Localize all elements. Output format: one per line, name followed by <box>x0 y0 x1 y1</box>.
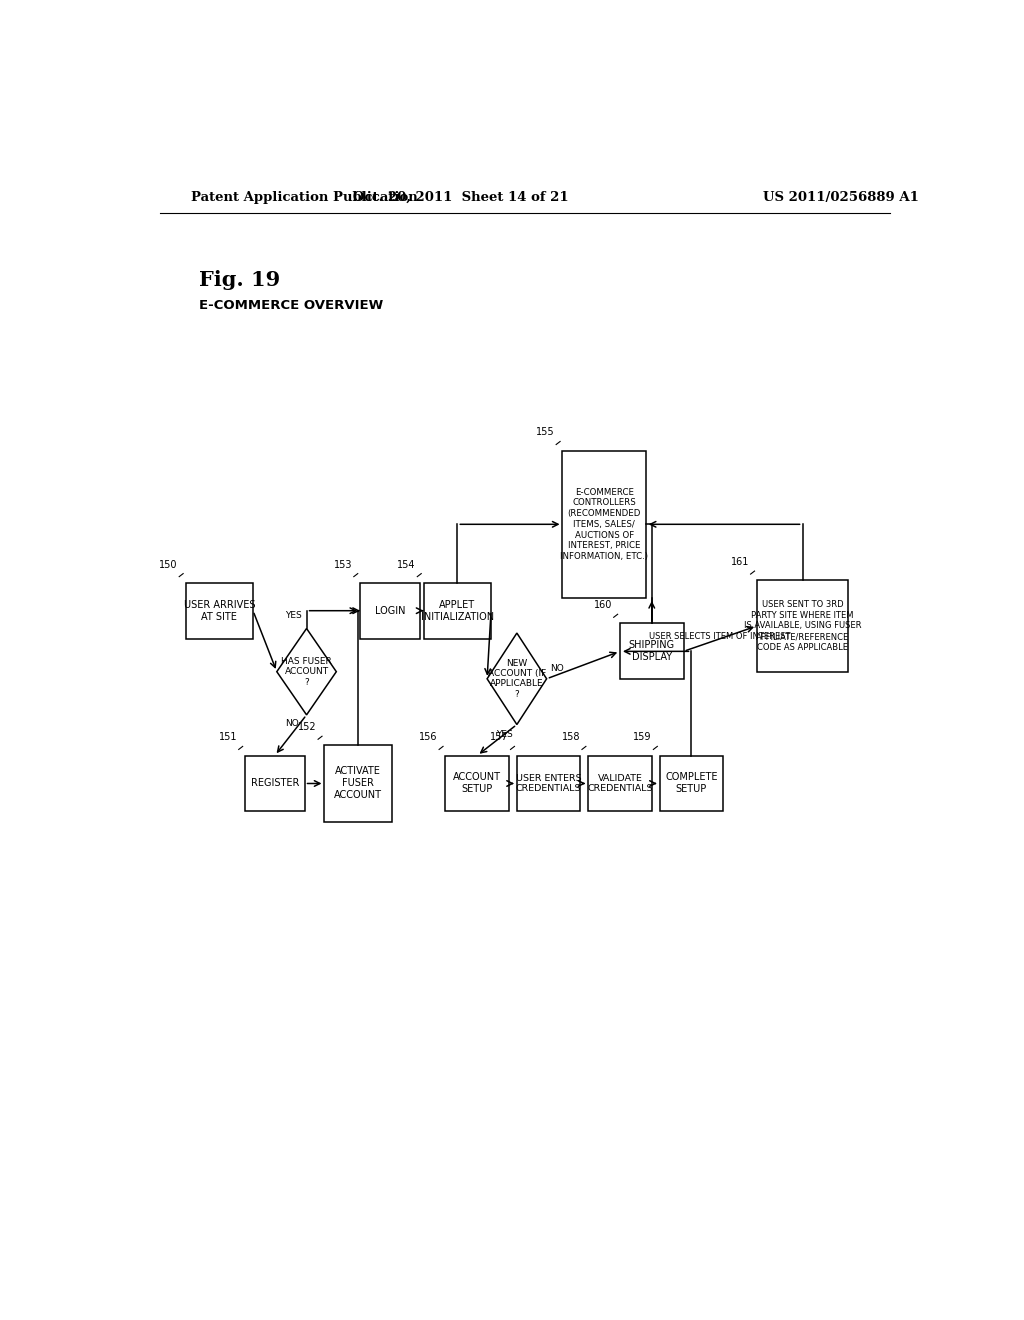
Text: 151: 151 <box>218 733 238 742</box>
Bar <box>620 623 683 680</box>
Bar <box>325 746 392 821</box>
Text: USER SENT TO 3RD
PARTY SITE WHERE ITEM
IS AVAILABLE, USING FUSER
AFFILIATE/REFER: USER SENT TO 3RD PARTY SITE WHERE ITEM I… <box>743 601 861 652</box>
Text: 161: 161 <box>730 557 749 568</box>
Text: 154: 154 <box>397 560 416 569</box>
Text: ACTIVATE
FUSER
ACCOUNT: ACTIVATE FUSER ACCOUNT <box>334 767 382 800</box>
Text: E-COMMERCE OVERVIEW: E-COMMERCE OVERVIEW <box>200 300 384 313</box>
Text: YES: YES <box>497 730 513 739</box>
Text: 158: 158 <box>562 733 581 742</box>
Text: 152: 152 <box>298 722 316 733</box>
Text: ACCOUNT
SETUP: ACCOUNT SETUP <box>454 772 501 795</box>
Text: 157: 157 <box>490 733 509 742</box>
Bar <box>757 581 848 672</box>
Text: HAS FUSER
ACCOUNT
?: HAS FUSER ACCOUNT ? <box>282 657 332 686</box>
Text: NEW
ACCOUNT (IF
APPLICABLE
?: NEW ACCOUNT (IF APPLICABLE ? <box>487 659 546 698</box>
Bar <box>360 582 420 639</box>
Text: USER SELECTS ITEM OF INTEREST: USER SELECTS ITEM OF INTEREST <box>649 632 791 642</box>
Text: Fig. 19: Fig. 19 <box>200 271 281 290</box>
Text: REGISTER: REGISTER <box>251 779 299 788</box>
Bar <box>245 755 304 812</box>
Text: 159: 159 <box>633 733 651 742</box>
Text: USER ARRIVES
AT SITE: USER ARRIVES AT SITE <box>183 599 255 622</box>
Bar <box>517 755 581 812</box>
Text: 153: 153 <box>334 560 352 569</box>
Text: 160: 160 <box>594 601 612 610</box>
Text: US 2011/0256889 A1: US 2011/0256889 A1 <box>763 190 919 203</box>
Text: 155: 155 <box>536 428 555 437</box>
Bar <box>185 582 253 639</box>
Bar <box>562 450 646 598</box>
Text: VALIDATE
CREDENTIALS: VALIDATE CREDENTIALS <box>588 774 652 793</box>
Text: 156: 156 <box>419 733 437 742</box>
Text: 150: 150 <box>159 560 177 569</box>
Bar <box>424 582 492 639</box>
Bar <box>588 755 651 812</box>
Text: NO: NO <box>285 719 299 727</box>
Text: Patent Application Publication: Patent Application Publication <box>191 190 418 203</box>
Bar <box>659 755 723 812</box>
Text: APPLET
INITIALIZATION: APPLET INITIALIZATION <box>421 599 494 622</box>
Text: LOGIN: LOGIN <box>375 606 406 615</box>
Text: E-COMMERCE
CONTROLLERS
(RECOMMENDED
ITEMS, SALES/
AUCTIONS OF
INTEREST, PRICE
IN: E-COMMERCE CONTROLLERS (RECOMMENDED ITEM… <box>560 487 648 561</box>
Text: USER ENTERS
CREDENTIALS: USER ENTERS CREDENTIALS <box>516 774 582 793</box>
Polygon shape <box>487 634 547 725</box>
Polygon shape <box>276 628 336 715</box>
Text: NO: NO <box>551 664 564 673</box>
Text: SHIPPING
DISPLAY: SHIPPING DISPLAY <box>629 640 675 663</box>
Bar <box>445 755 509 812</box>
Text: Oct. 20, 2011  Sheet 14 of 21: Oct. 20, 2011 Sheet 14 of 21 <box>353 190 569 203</box>
Text: COMPLETE
SETUP: COMPLETE SETUP <box>666 772 718 795</box>
Text: YES: YES <box>285 611 302 620</box>
